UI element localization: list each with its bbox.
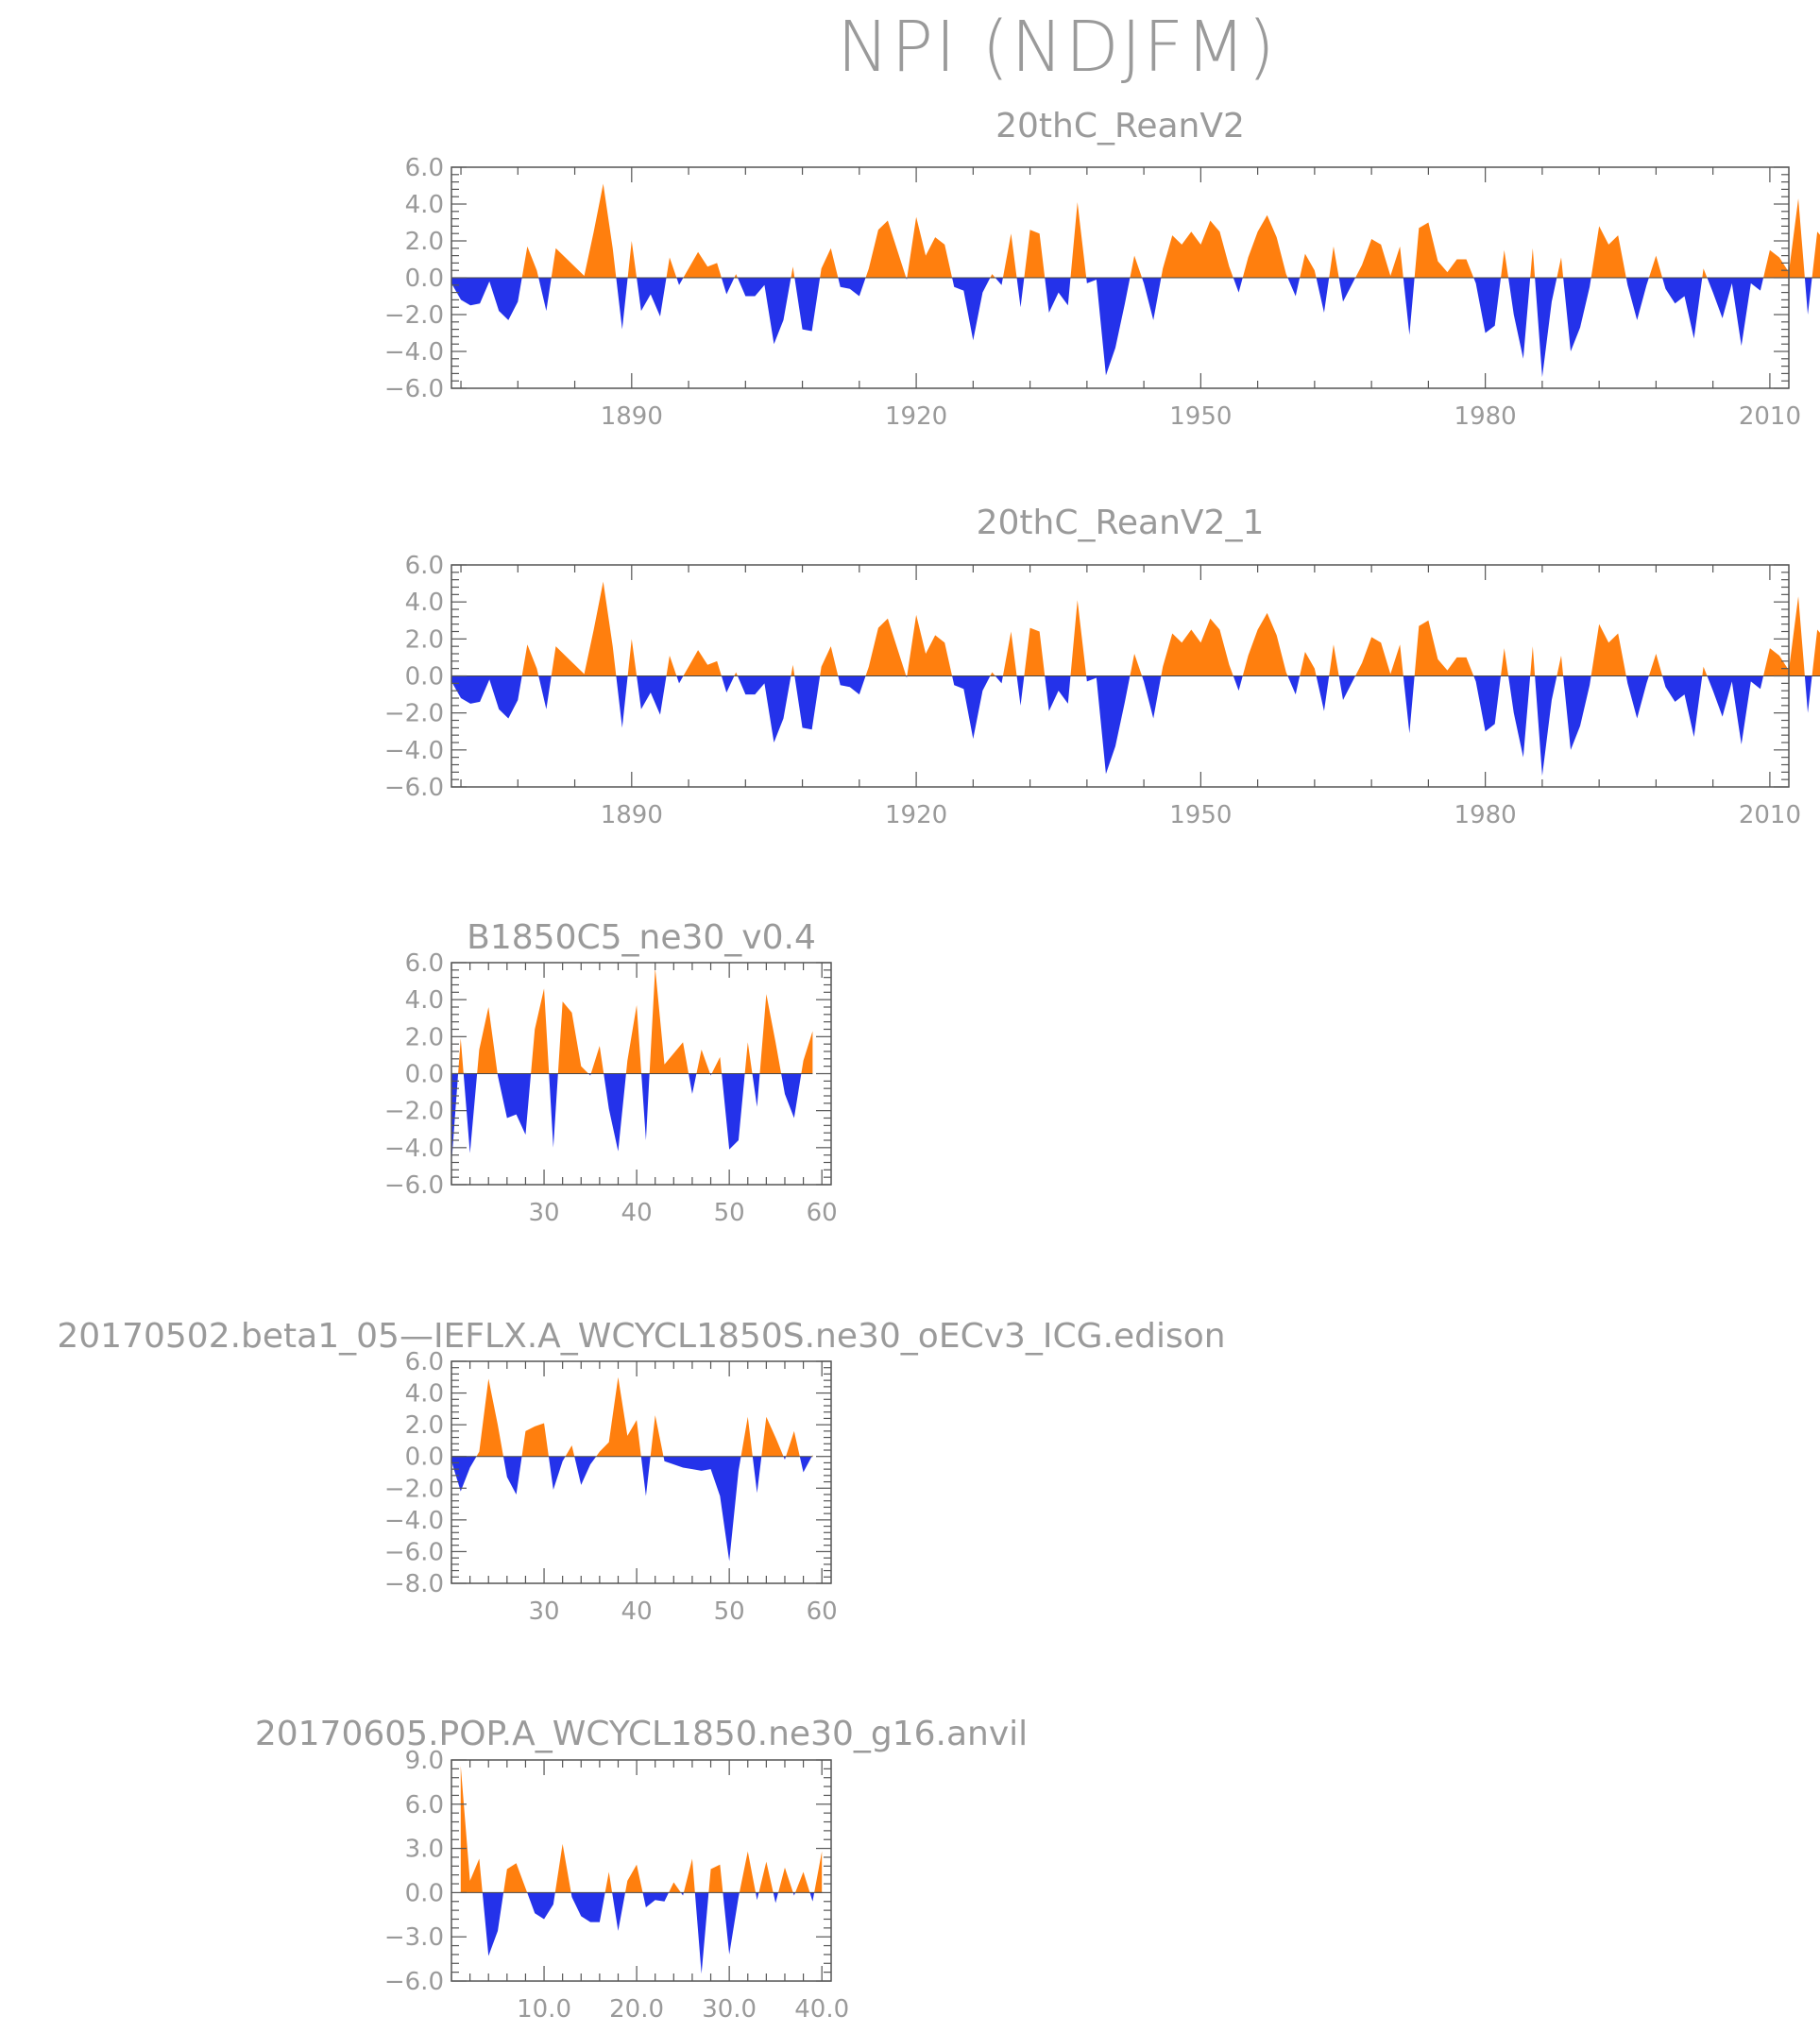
y-tick-label: 4.0 — [405, 191, 444, 219]
x-tick-label: 30 — [529, 1597, 560, 1626]
panel-3: B1850C5_ne30_v0.4 −6.0 −4.0 −2.0 0.0 2.0 4.0 6.… — [384, 918, 838, 1227]
y-tick-label: 2.0 — [405, 1023, 444, 1051]
y-tick-label: −6.0 — [384, 1171, 444, 1200]
y-tick-label: −6.0 — [384, 774, 444, 802]
x-tick-label: 1980 — [1454, 402, 1517, 431]
y-tick-label: −8.0 — [384, 1570, 444, 1598]
panel-title: 20170502.beta1_05—IEFLX.A_WCYCL1850S.ne3… — [57, 1317, 1225, 1356]
y-tick-label: 6.0 — [405, 1791, 444, 1819]
y-tick-label: −4.0 — [384, 1507, 444, 1535]
y-tick-label: 4.0 — [405, 589, 444, 617]
y-tick-label: −2.0 — [384, 1098, 444, 1126]
x-tick-label: 1890 — [601, 402, 663, 431]
y-tick-label: 2.0 — [405, 228, 444, 256]
y-tick-label: 2.0 — [405, 625, 444, 654]
negative-area — [451, 278, 1820, 378]
x-tick-label: 1950 — [1169, 801, 1232, 829]
x-tick-label: 2010 — [1739, 801, 1801, 829]
x-tick-label: 2010 — [1739, 402, 1801, 431]
y-tick-label: −3.0 — [384, 1923, 444, 1952]
panel-5: 20170605.POP.A_WCYCL1850.ne30_g16.anvil −… — [255, 1715, 1028, 2024]
negative-area — [451, 1456, 813, 1562]
negative-area — [451, 675, 1820, 777]
y-tick-label: −4.0 — [384, 737, 444, 765]
y-tick-label: 0.0 — [405, 1444, 444, 1472]
panel-title: B1850C5_ne30_v0.4 — [467, 918, 816, 957]
y-tick-label: 2.0 — [405, 1411, 444, 1440]
panel-title: 20170605.POP.A_WCYCL1850.ne30_g16.anvil — [255, 1715, 1028, 1753]
positive-area — [460, 1766, 823, 1893]
figure-title: NPI (NDJFM) — [837, 7, 1277, 88]
y-tick-label: −4.0 — [384, 1135, 444, 1163]
y-tick-label: 0.0 — [405, 663, 444, 692]
y-tick-label: 6.0 — [405, 1348, 444, 1376]
panel-1: 20thC_ReanV2 −6.0 −4.0 −2.0 0.0 2.0 4.0 6.0 1890… — [384, 107, 1820, 431]
y-tick-label: −2.0 — [384, 1475, 444, 1503]
y-tick-label: 0.0 — [405, 265, 444, 293]
x-tick-label: 30 — [529, 1199, 560, 1227]
y-tick-label: 0.0 — [405, 1061, 444, 1089]
x-tick-label: 40.0 — [794, 1995, 849, 2024]
y-tick-label: −4.0 — [384, 338, 444, 367]
x-tick-label: 50 — [714, 1597, 745, 1626]
positive-area — [451, 581, 1820, 676]
y-tick-label: −2.0 — [384, 700, 444, 728]
y-tick-label: −6.0 — [384, 1538, 444, 1566]
x-tick-label: 50 — [714, 1199, 745, 1227]
plot-frame — [451, 1759, 832, 1982]
panel-title: 20thC_ReanV2_1 — [977, 504, 1265, 542]
y-tick-label: 4.0 — [405, 1380, 444, 1409]
x-tick-label: 1920 — [885, 402, 947, 431]
x-tick-label: 60 — [807, 1597, 838, 1626]
y-tick-label: 6.0 — [405, 552, 444, 580]
x-tick-label: 1980 — [1454, 801, 1517, 829]
y-tick-label: 4.0 — [405, 986, 444, 1015]
y-tick-label: 3.0 — [405, 1836, 444, 1864]
x-tick-label: 1950 — [1169, 402, 1232, 431]
panel-2: 20thC_ReanV2_1 −6.0 −4.0 −2.0 0.0 2.0 4.0 6.0 18… — [384, 504, 1820, 829]
negative-area — [460, 1892, 823, 1974]
x-tick-label: 40 — [621, 1199, 653, 1227]
x-tick-label: 1890 — [601, 801, 663, 829]
x-tick-label: 1920 — [885, 801, 947, 829]
y-tick-label: 0.0 — [405, 1879, 444, 1907]
y-tick-label: 9.0 — [405, 1747, 444, 1775]
y-tick-label: 6.0 — [405, 154, 444, 182]
x-tick-label: 30.0 — [702, 1995, 757, 2024]
y-tick-label: −6.0 — [384, 1968, 444, 1996]
negative-area — [451, 1073, 813, 1165]
y-tick-label: 6.0 — [405, 949, 444, 978]
x-tick-label: 10.0 — [517, 1995, 571, 2024]
x-tick-label: 20.0 — [609, 1995, 664, 2024]
panel-4: 20170502.beta1_05—IEFLX.A_WCYCL1850S.ne3… — [57, 1317, 1225, 1626]
positive-area — [451, 967, 813, 1074]
panel-title: 20thC_ReanV2 — [995, 107, 1245, 145]
plot-frame — [451, 1360, 832, 1584]
x-tick-label: 60 — [807, 1199, 838, 1227]
y-tick-label: −2.0 — [384, 301, 444, 330]
positive-area — [451, 1376, 813, 1457]
positive-area — [451, 183, 1820, 278]
x-tick-label: 40 — [621, 1597, 653, 1626]
y-tick-label: −6.0 — [384, 375, 444, 403]
